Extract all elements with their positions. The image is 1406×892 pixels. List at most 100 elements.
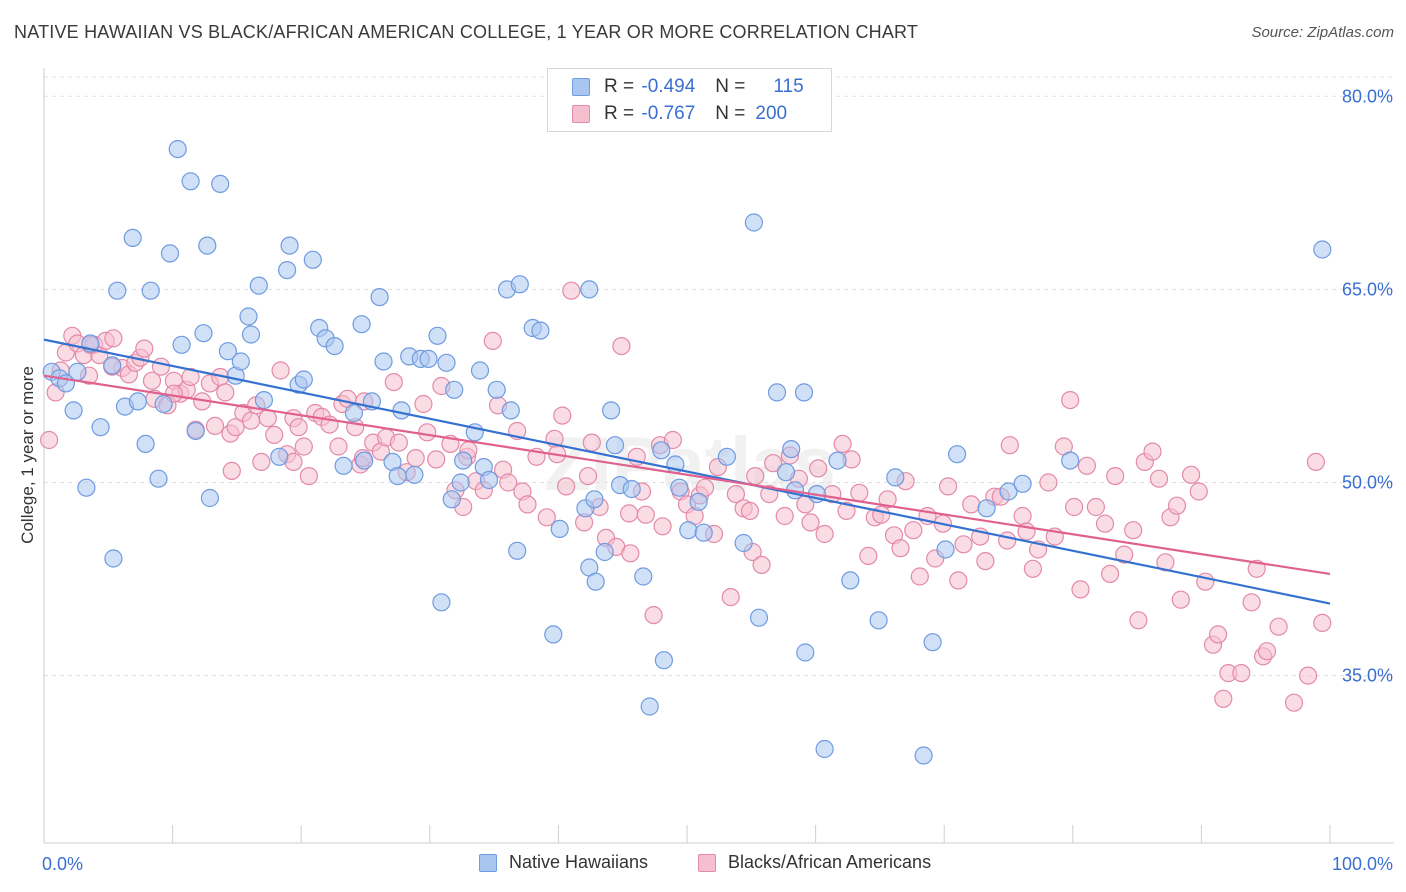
native-hawaiian-point (198, 236, 217, 255)
native-hawaiian-point (68, 362, 87, 381)
black-african-american-point (904, 521, 923, 540)
native-hawaiian-point (355, 451, 374, 470)
black-african-american-point (1064, 497, 1084, 517)
native-hawaiian-point (186, 421, 205, 441)
n-value: 115 (773, 76, 804, 97)
native-hawaiian-point (601, 401, 621, 420)
chart-source: Source: ZipAtlas.com (1251, 24, 1394, 41)
black-african-american-point (721, 587, 740, 607)
black-african-american-point (271, 361, 290, 380)
native-hawaiian-point (454, 451, 473, 470)
native-hawaiian-point (1061, 451, 1080, 470)
native-hawaiian-point (501, 401, 520, 420)
black-african-american-point (653, 517, 672, 536)
native-hawaiian-point (141, 281, 160, 300)
series-blacks-african-americans (39, 281, 1332, 712)
native-hawaiian-point (734, 533, 753, 553)
black-african-american-point (663, 430, 683, 450)
native-hawaiian-point (445, 380, 464, 399)
r-label: R = (604, 76, 635, 97)
black-african-american-point (644, 605, 663, 625)
native-hawaiian-point (437, 353, 456, 372)
native-hawaiian-point (487, 380, 506, 399)
native-hawaiian-point (796, 643, 815, 662)
y-tick-label: 80.0% (1342, 86, 1393, 106)
black-african-american-point (1298, 666, 1318, 685)
black-african-american-point (1171, 590, 1190, 609)
native-hawaiian-point (91, 418, 110, 437)
black-african-american-point (1189, 482, 1208, 501)
black-african-american-point (910, 567, 929, 586)
black-african-american-point (553, 406, 572, 425)
native-hawaiian-point (370, 288, 389, 307)
black-african-american-point (299, 467, 318, 486)
native-hawaiian-point (239, 307, 258, 326)
black-african-american-point (406, 449, 425, 468)
black-african-american-point (938, 477, 958, 496)
native-hawaiian-point (886, 468, 905, 487)
native-hawaiian-point (442, 490, 461, 509)
native-hawaiian-point (168, 140, 187, 159)
native-hawaiian-point (104, 549, 123, 568)
native-hawaiian-point (270, 447, 289, 466)
legend-swatch-blue (572, 78, 590, 96)
native-hawaiian-point (776, 463, 796, 482)
native-hawaiian-point (149, 469, 168, 488)
n-label: N = (715, 103, 746, 124)
black-african-american-point (801, 513, 820, 532)
native-hawaiian-point (531, 321, 550, 340)
black-african-american-point (1214, 689, 1233, 708)
black-african-american-point (483, 331, 502, 350)
black-african-american-point (151, 357, 171, 376)
black-african-american-point (1257, 642, 1277, 661)
black-african-american-point (1061, 391, 1080, 410)
r-value: -0.494 (641, 76, 696, 97)
black-african-american-point (1115, 545, 1134, 564)
black-african-american-point (1242, 593, 1261, 612)
black-african-american-point (226, 418, 245, 437)
y-tick-label: 65.0% (1342, 279, 1393, 299)
axes (43, 68, 1394, 844)
native-hawaiian-point (479, 470, 499, 490)
black-african-american-point (142, 371, 162, 390)
native-hawaiian-point (1013, 474, 1032, 493)
black-african-american-point (1023, 559, 1043, 578)
black-african-american-point (1013, 506, 1032, 526)
black-african-american-point (1143, 442, 1162, 461)
y-tick-labels: 80.0% 65.0% 50.0% 35.0% (1342, 86, 1393, 685)
n-label: N = (715, 76, 746, 97)
native-hawaiian-point (670, 478, 689, 497)
black-african-american-point (562, 281, 581, 300)
native-hawaiian-point (392, 401, 411, 420)
black-african-american-point (859, 546, 878, 566)
black-african-american-point (241, 411, 261, 430)
black-african-american-point (499, 473, 518, 492)
black-african-american-point (384, 373, 403, 392)
black-african-american-point (39, 430, 59, 450)
black-african-american-point (205, 416, 225, 435)
black-african-american-point (1095, 514, 1115, 533)
r-value: -0.767 (641, 103, 696, 124)
native-hawaiian-point (595, 542, 614, 562)
legend-label: Native Hawaiians (509, 852, 649, 872)
legend-swatch-pink (572, 105, 590, 123)
native-hawaiian-point (451, 473, 470, 492)
native-hawaiian-point (374, 352, 393, 371)
native-hawaiian-point (622, 479, 641, 499)
stats-legend-row-native-hawaiians: R = -0.494 N = 115 (572, 73, 804, 101)
black-african-american-point (954, 535, 973, 554)
native-hawaiian-point (294, 370, 313, 389)
series-native-hawaiians (42, 140, 1332, 765)
stats-legend: R = -0.494 N = 115 R = -0.767 N = 200 (547, 68, 832, 132)
native-hawaiian-point (211, 174, 230, 193)
native-hawaiian-point (470, 361, 490, 380)
black-african-american-point (815, 524, 834, 544)
native-hawaiian-point (744, 213, 764, 232)
black-african-american-point (746, 467, 765, 486)
native-hawaiian-point (77, 478, 96, 497)
black-african-american-point (872, 505, 891, 524)
native-hawaiian-point (749, 608, 769, 627)
native-hawaiian-point (605, 436, 625, 455)
black-african-american-point (740, 501, 760, 520)
black-african-american-point (962, 495, 981, 514)
